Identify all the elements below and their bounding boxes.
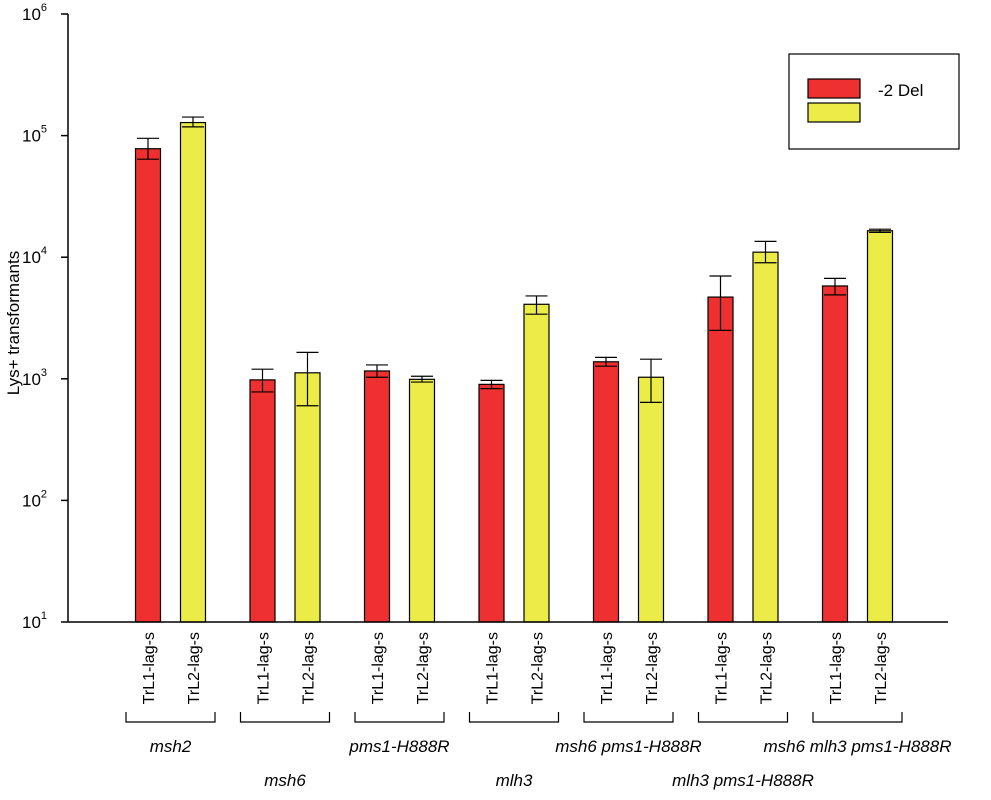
group-bracket	[697, 712, 789, 723]
y-tick-label: 106	[22, 2, 47, 24]
bar-trl2-group-5	[637, 376, 665, 623]
bar-trl2-group-4	[523, 303, 550, 623]
group-bracket	[354, 712, 445, 723]
group-label: msh6 mlh3 pms1-H888R	[763, 737, 951, 756]
bar-trl2-group-3	[408, 378, 436, 623]
category-label: TrL1-lag-s	[714, 632, 731, 704]
category-label: TrL1-lag-s	[599, 632, 616, 704]
group-label: msh6 pms1-H888R	[555, 737, 701, 756]
y-tick-label: 103	[22, 367, 47, 389]
bar-trl2-group-6	[752, 251, 779, 623]
group-bracket	[239, 712, 331, 723]
legend-swatch	[807, 102, 861, 123]
category-label: TrL2-lag-s	[186, 632, 203, 704]
bar-trl1-group-3	[363, 370, 391, 623]
bar-trl2-group-2	[294, 372, 321, 623]
category-label: TrL1-lag-s	[485, 632, 502, 704]
bar-trl1-group-2	[249, 379, 276, 623]
category-label: TrL2-lag-s	[415, 632, 432, 704]
group-bracket	[468, 712, 560, 723]
category-label: TrL1-lag-s	[256, 632, 273, 704]
group-label: mlh3	[496, 771, 533, 790]
category-label: TrL1-lag-s	[828, 632, 845, 704]
category-label: TrL2-lag-s	[530, 632, 547, 704]
category-label: TrL2-lag-s	[301, 632, 318, 704]
category-label: TrL1-lag-s	[141, 632, 158, 704]
legend-swatch	[807, 78, 861, 99]
y-tick-label: 102	[22, 488, 47, 510]
group-bracket	[812, 712, 903, 723]
bar-trl1-group-7	[821, 285, 849, 623]
category-label: TrL1-lag-s	[370, 632, 387, 704]
group-label: msh6	[264, 771, 306, 790]
bar-trl2-group-7	[866, 230, 894, 623]
y-tick-label: 101	[22, 610, 47, 632]
group-bracket	[125, 712, 216, 723]
category-label: TrL2-lag-s	[873, 632, 890, 704]
bar-trl1-group-6	[707, 296, 734, 623]
bar-trl1-group-5	[592, 361, 620, 623]
y-tick-label: 104	[22, 245, 47, 267]
group-bracket	[583, 712, 674, 723]
group-label: mlh3 pms1-H888R	[672, 771, 814, 790]
category-label: TrL2-lag-s	[644, 632, 661, 704]
legend-box	[788, 53, 960, 150]
bar-trl1-group-1	[134, 148, 162, 623]
bar-trl1-group-4	[478, 383, 505, 623]
y-tick-label: 105	[22, 124, 47, 146]
bar-trl2-group-1	[179, 121, 207, 623]
group-label: pms1-H888R	[348, 737, 449, 756]
group-label: msh2	[150, 737, 192, 756]
category-label: TrL2-lag-s	[759, 632, 776, 704]
y-axis-title: Lys+ transformants	[4, 251, 23, 395]
legend-label: -2 Del	[878, 81, 923, 100]
